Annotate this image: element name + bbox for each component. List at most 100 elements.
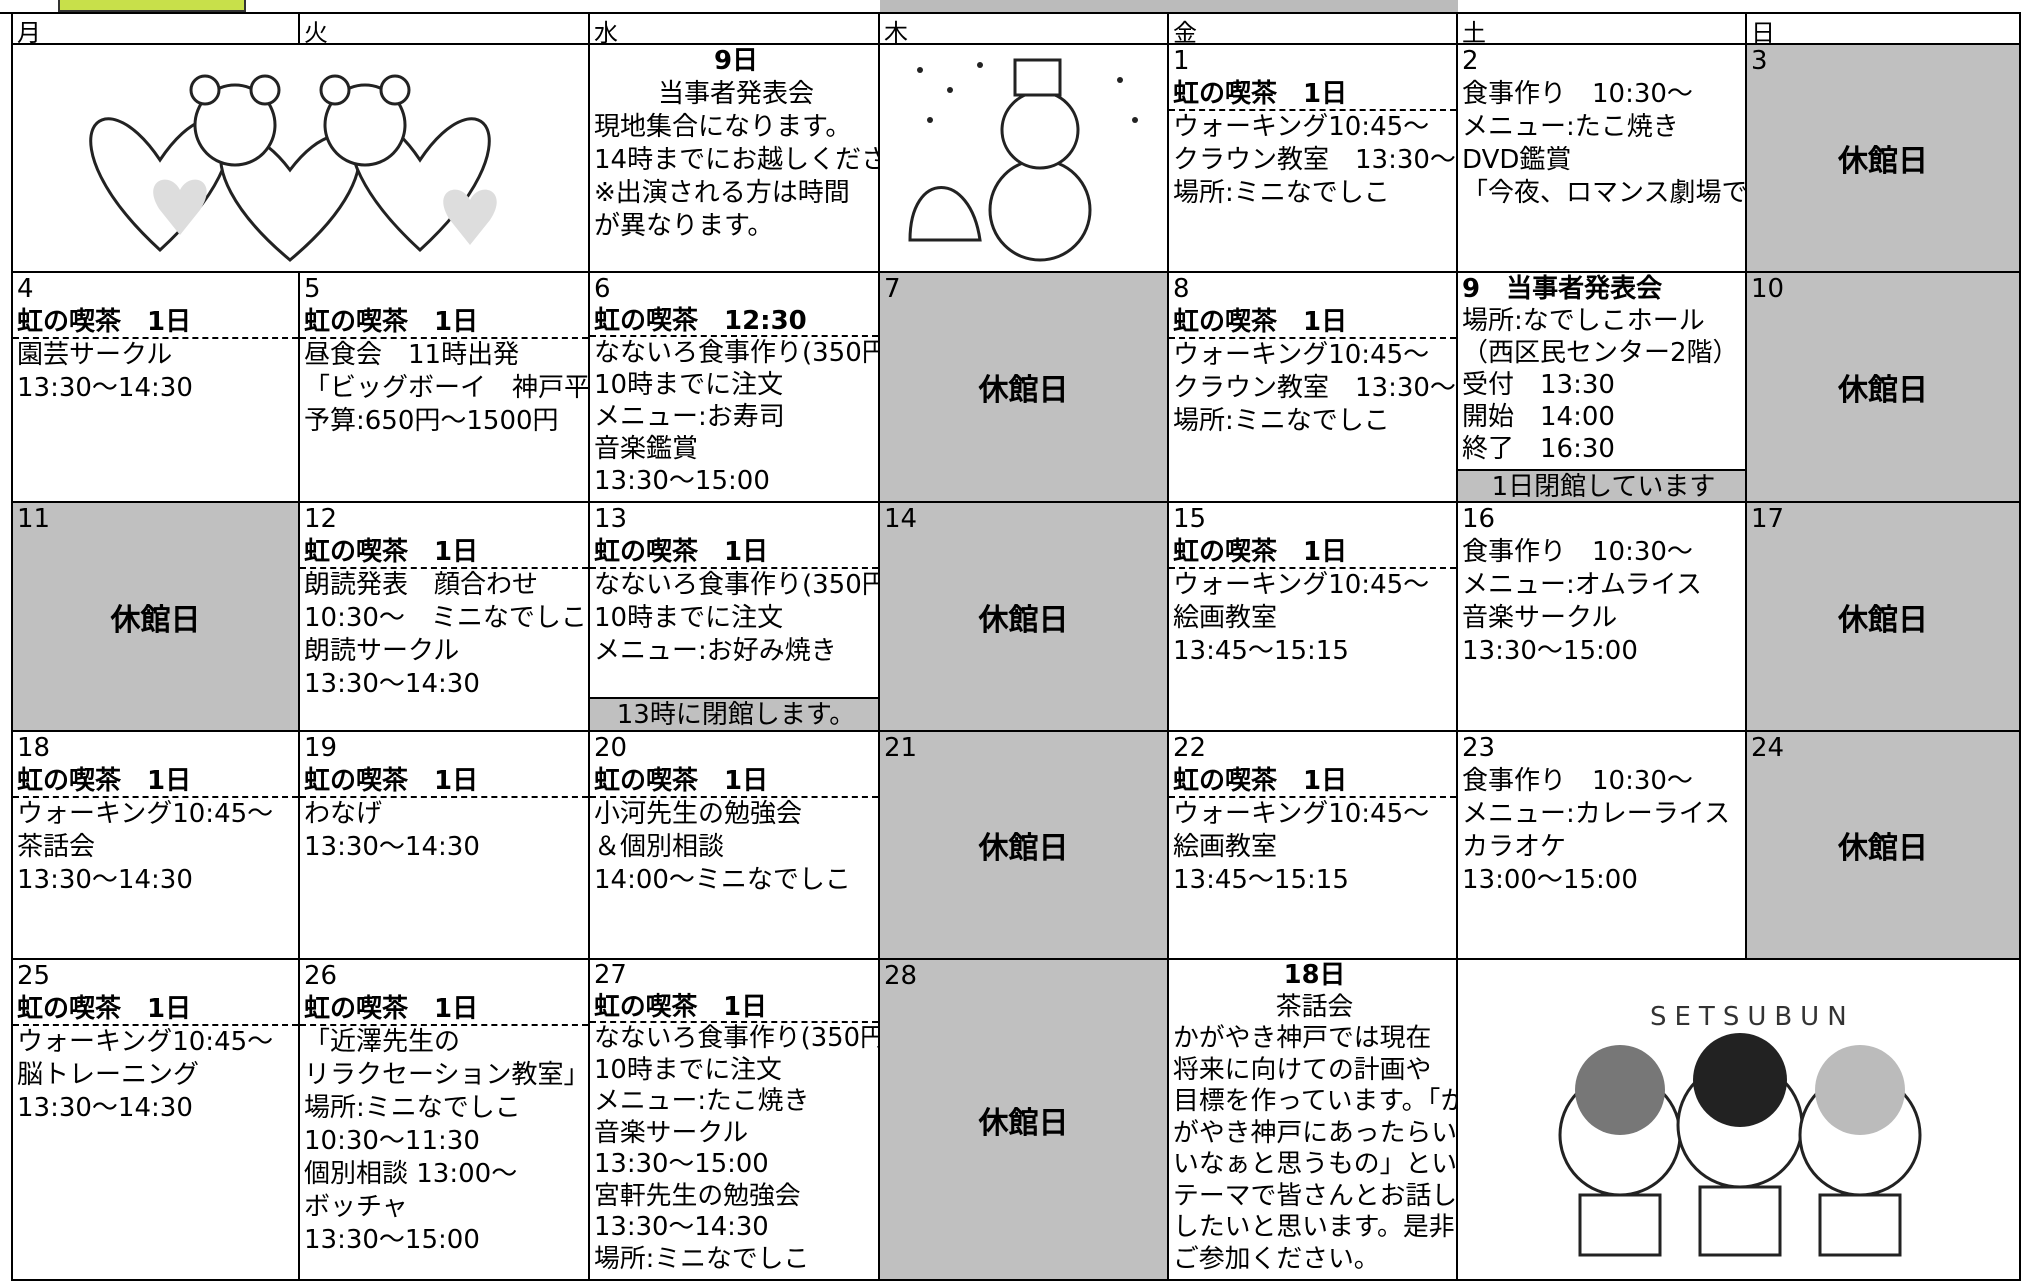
day-cell: 21 休館日 [880,732,1169,960]
cell-line: 13 [594,504,628,534]
cell-line: テーマで皆さんとお話し [1173,1180,1458,1211]
day-cell: 3 休館日 [1747,45,2021,273]
cell-line: が異なります。 [594,211,774,241]
day-cell: 19 虹の喫茶 1日 わなげ 13:30～14:30 [300,732,590,960]
cell-line: 12 [304,504,338,534]
cell-line: 19 [304,733,338,763]
cell-line: 8 [1173,274,1190,304]
cell-line: 場所:ミニなでしこ [304,1093,521,1123]
cell-line: 目標を作っています。「か [1173,1086,1458,1116]
cell-line: 予算:650円～1500円 [304,406,559,436]
weekday-label: 金 [1173,19,1197,45]
cell-line: なないろ食事作り(350円) [594,338,880,368]
cell-line: 食事作り 10:30～ [1462,537,1693,567]
cell-line: 14時までにお越しください。 [594,145,878,175]
cell-line: ウォーキング10:45～ [1173,799,1430,829]
cell-line: 13:30～14:30 [17,1093,193,1123]
cell-line: 食事作り 10:30～ [1462,766,1693,796]
day-cell: 9日当事者発表会現地集合になります。14時までにお越しください。※出演される方は… [590,45,880,273]
cell-line: 13:30～15:00 [1462,636,1638,666]
cell-line: クラウン教室 13:30～ [1173,373,1456,403]
day-cell: 26 虹の喫茶 1日 「近澤先生の リラクセーション教室」 場所:ミニなでしこ 10:30… [300,960,590,1281]
cell-line: 7 [884,274,901,304]
cell-line: なないろ食事作り(350円) [594,570,880,600]
cell-line: 13:45～15:15 [1173,636,1349,666]
cell-line: 18日 [1283,960,1346,990]
cell-line: 3 [1751,46,1768,76]
cell-line: 茶話会 [1275,991,1354,1022]
cell-line: 10 [1751,274,1785,304]
cell-line: 虹の喫茶 1日 [300,536,588,569]
day-cell: 1 虹の喫茶 1日 ウォーキング10:45～ クラウン教室 13:30～ 場所:ミニなで… [1169,45,1458,273]
cell-line: 2 [1462,46,1479,76]
cell-line: 虹の喫茶 1日 [300,993,588,1026]
cell-line: 音楽サークル [594,1117,749,1148]
cell-line: 10時までに注文 [594,603,784,633]
illustration-cell [13,45,590,273]
cell-line: （西区民センター2階） [1462,338,1739,368]
cell-line: 虹の喫茶 1日 [1169,536,1456,569]
closed-label: 休館日 [978,602,1069,638]
cell-line: 虹の喫茶 12:30 [590,305,878,337]
cell-line: 13:30～15:00 [304,1225,480,1255]
cell-line: 14:00～ミニなでしこ [594,865,851,895]
day-cell: 11 休館日 [13,503,300,732]
cell-line: 13時に閉館します。 [590,697,878,730]
day-cell: 16 食事作り 10:30～ メニュー:オムライス 音楽サークル 13:30～15:00 [1458,503,1747,732]
illustration-text: SETSUBUN [1650,1002,1855,1032]
cell-line: 虹の喫茶 1日 [300,306,588,339]
day-cell: 28 休館日 [880,960,1169,1281]
cell-line: メニュー:たこ焼き [1462,112,1679,142]
top-line [0,12,2021,14]
cell-line: 絵画教室 [1173,832,1278,862]
day-cell: 18 虹の喫茶 1日 ウォーキング10:45～ 茶話会 13:30～14:30 [13,732,300,960]
cell-line: 14 [884,504,918,534]
cell-line: DVD鑑賞 [1462,145,1572,175]
header-strip-mid [880,0,1458,12]
day-cell: 2 食事作り 10:30～ メニュー:たこ焼き DVD鑑賞 「今夜、ロマンス劇場で」 [1458,45,1747,273]
cell-line: リラクセーション教室」 [304,1060,590,1090]
cell-line: 15 [1173,504,1207,534]
weekday-header: 木 [880,13,1169,45]
cell-line: 虹の喫茶 1日 [1169,78,1456,111]
cell-line: 小河先生の勉強会 [594,799,803,829]
cell-line: 22 [1173,733,1207,763]
cell-line: カラオケ [1462,832,1567,862]
closed-label: 休館日 [978,1105,1069,1141]
closed-label: 休館日 [1838,144,1928,179]
illustration-cell [1458,960,2021,1281]
cell-line: メニュー:カレーライス [1462,799,1730,829]
cell-line: 9日 [713,46,759,76]
cell-line: 終了 16:30 [1462,434,1615,464]
cell-line: 当事者発表会 [657,79,814,109]
weekday-header: 火 [300,13,590,45]
cell-line: 28 [884,961,918,991]
day-cell: 25 虹の喫茶 1日 ウォーキング10:45～ 脳トレーニング 13:30～14:30 [13,960,300,1281]
cell-line: 16 [1462,504,1496,534]
cell-line: 13:30～14:30 [17,865,193,895]
cell-line: 宮軒先生の勉強会 [594,1180,801,1211]
cell-line: 虹の喫茶 1日 [1169,765,1456,798]
weekday-header: 水 [590,13,880,45]
day-cell: 20 虹の喫茶 1日 小河先生の勉強会 ＆個別相談 14:00～ミニなでしこ [590,732,880,960]
cell-line: 虹の喫茶 1日 [300,765,588,798]
cell-line: メニュー:オムライス [1462,570,1702,600]
weekday-label: 月 [17,19,41,45]
cell-line: ウォーキング10:45～ [1173,112,1430,142]
cell-line: ボッチャ [304,1192,408,1222]
weekday-label: 日 [1751,19,1775,45]
day-cell: 8 虹の喫茶 1日 ウォーキング10:45～ クラウン教室 13:30～ 場所:ミニなで… [1169,273,1458,503]
cell-line: 13:45～15:15 [1173,865,1349,895]
weekday-label: 木 [884,19,908,45]
cell-line: 6 [594,274,611,304]
cell-line: 虹の喫茶 1日 [13,765,298,798]
cell-line: なないろ食事作り(350円) [594,1023,880,1053]
cell-line: 食事作り 10:30～ [1462,79,1693,109]
cell-line: 虹の喫茶 1日 [590,765,878,798]
closed-label: 休館日 [978,373,1069,408]
day-cell: 7 休館日 [880,273,1169,503]
cell-line: 24 [1751,733,1785,763]
weekday-label: 土 [1462,19,1486,45]
cell-line: メニュー:たこ焼き [594,1086,810,1116]
